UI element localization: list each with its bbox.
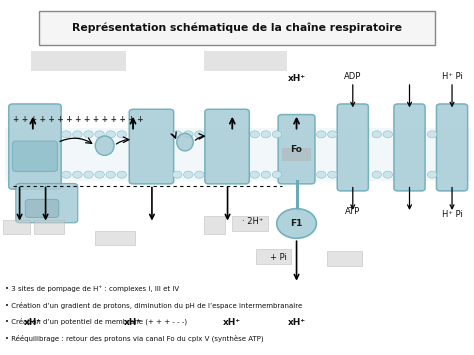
FancyBboxPatch shape: [337, 104, 368, 191]
Circle shape: [84, 171, 93, 178]
Circle shape: [277, 209, 317, 238]
Circle shape: [95, 131, 104, 138]
Bar: [5, 128, 471, 181]
Circle shape: [117, 131, 127, 138]
Circle shape: [317, 131, 326, 138]
Text: xH⁺: xH⁺: [24, 318, 42, 327]
FancyBboxPatch shape: [25, 200, 59, 218]
Circle shape: [383, 171, 392, 178]
Circle shape: [117, 171, 127, 178]
Text: ATP: ATP: [345, 207, 360, 215]
FancyBboxPatch shape: [12, 141, 57, 171]
Circle shape: [428, 131, 437, 138]
Circle shape: [183, 171, 193, 178]
Bar: [95, 230, 136, 245]
Circle shape: [272, 171, 282, 178]
Bar: [204, 51, 287, 71]
FancyBboxPatch shape: [9, 104, 61, 189]
Text: • 3 sites de pompage de H⁺ : complexes I, III et IV: • 3 sites de pompage de H⁺ : complexes I…: [5, 285, 180, 292]
Text: H⁺ Pi: H⁺ Pi: [442, 72, 463, 81]
Bar: [282, 148, 311, 161]
Text: xH⁺: xH⁺: [288, 318, 306, 327]
Circle shape: [250, 171, 260, 178]
FancyBboxPatch shape: [437, 104, 468, 191]
Bar: [34, 220, 64, 234]
Circle shape: [383, 131, 392, 138]
Circle shape: [173, 131, 182, 138]
Text: + Pi: + Pi: [270, 252, 287, 262]
Circle shape: [261, 171, 271, 178]
Text: ADP: ADP: [344, 72, 362, 81]
Circle shape: [95, 171, 104, 178]
Bar: [3, 220, 30, 234]
Text: xH⁺: xH⁺: [124, 318, 142, 327]
FancyBboxPatch shape: [278, 115, 315, 184]
Text: F1: F1: [291, 219, 303, 228]
Circle shape: [195, 171, 204, 178]
Circle shape: [372, 131, 382, 138]
Circle shape: [250, 131, 260, 138]
Text: xH⁺: xH⁺: [288, 74, 306, 83]
FancyBboxPatch shape: [129, 109, 173, 184]
Text: • Création d’un potentiel de membrane (+ + + - - -): • Création d’un potentiel de membrane (+…: [5, 318, 188, 326]
Circle shape: [372, 171, 382, 178]
Circle shape: [106, 131, 116, 138]
Ellipse shape: [95, 136, 114, 155]
Bar: [38, 11, 436, 45]
Circle shape: [428, 171, 437, 178]
Circle shape: [317, 171, 326, 178]
Ellipse shape: [177, 133, 193, 151]
Text: Représentation schématique de la chaîne respiratoire: Représentation schématique de la chaîne …: [72, 23, 402, 33]
Circle shape: [261, 131, 271, 138]
Bar: [232, 217, 268, 230]
Text: + + + + + + + + + + + + + + +: + + + + + + + + + + + + + + +: [12, 115, 143, 124]
Circle shape: [73, 131, 82, 138]
Circle shape: [173, 171, 182, 178]
Bar: [204, 217, 225, 234]
FancyBboxPatch shape: [394, 104, 425, 191]
Circle shape: [62, 131, 71, 138]
Text: • Rééquilibrage : retour des protons via canal Fo du cplx V (synthèse ATP): • Rééquilibrage : retour des protons via…: [5, 334, 264, 342]
Circle shape: [62, 171, 71, 178]
Circle shape: [183, 131, 193, 138]
Circle shape: [73, 171, 82, 178]
Text: xH⁺: xH⁺: [223, 318, 241, 327]
Bar: [256, 249, 292, 264]
Circle shape: [328, 171, 337, 178]
Text: • Création d’un gradient de protons, diminution du pH de l’espace intermembranai: • Création d’un gradient de protons, dim…: [5, 302, 303, 308]
Circle shape: [328, 131, 337, 138]
Text: Fo: Fo: [291, 145, 302, 154]
FancyBboxPatch shape: [205, 109, 249, 184]
Text: · 2H⁺: · 2H⁺: [242, 217, 263, 226]
Bar: [327, 251, 362, 266]
Circle shape: [272, 131, 282, 138]
Circle shape: [106, 171, 116, 178]
Circle shape: [84, 131, 93, 138]
Text: H⁺ Pi: H⁺ Pi: [442, 210, 463, 219]
Circle shape: [195, 131, 204, 138]
Bar: [31, 51, 126, 71]
FancyBboxPatch shape: [16, 184, 78, 223]
